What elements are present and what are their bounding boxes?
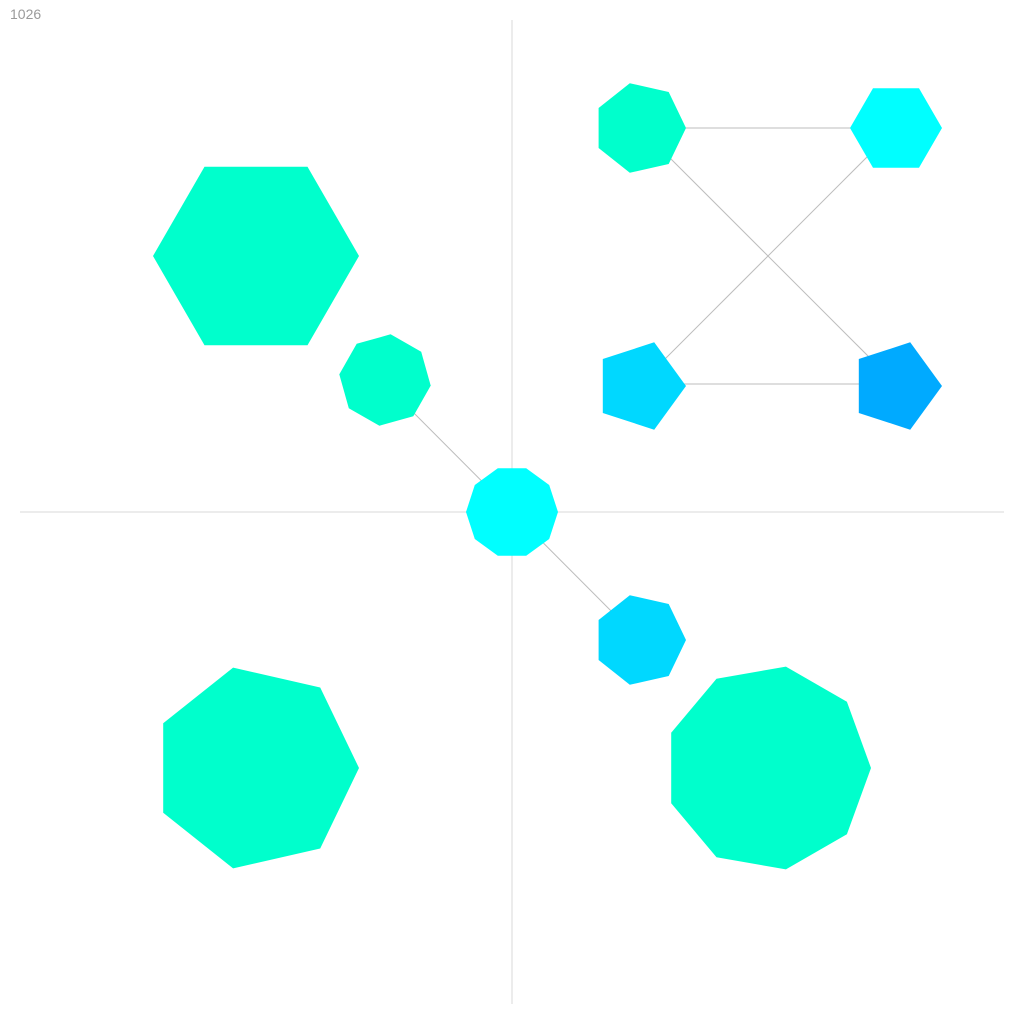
pentagon-quad-bottom-right [858, 342, 942, 430]
octagon-diagonal-upper [339, 334, 431, 426]
decagon-center [466, 468, 558, 556]
heptagon-bottom-left-large [163, 667, 359, 869]
frame-number-label: 1026 [10, 6, 42, 22]
pentagon-quad-bottom-left [602, 342, 686, 430]
nonagon-bottom-right-large [671, 666, 871, 870]
hexagon-top-left-large [153, 166, 359, 346]
heptagon-quad-top-left [598, 83, 686, 173]
hexagon-quad-top-right [850, 88, 942, 168]
connector-quad-cross-b [639, 127, 897, 385]
heptagon-diagonal-lower [598, 595, 686, 685]
shape-layer [153, 83, 942, 870]
